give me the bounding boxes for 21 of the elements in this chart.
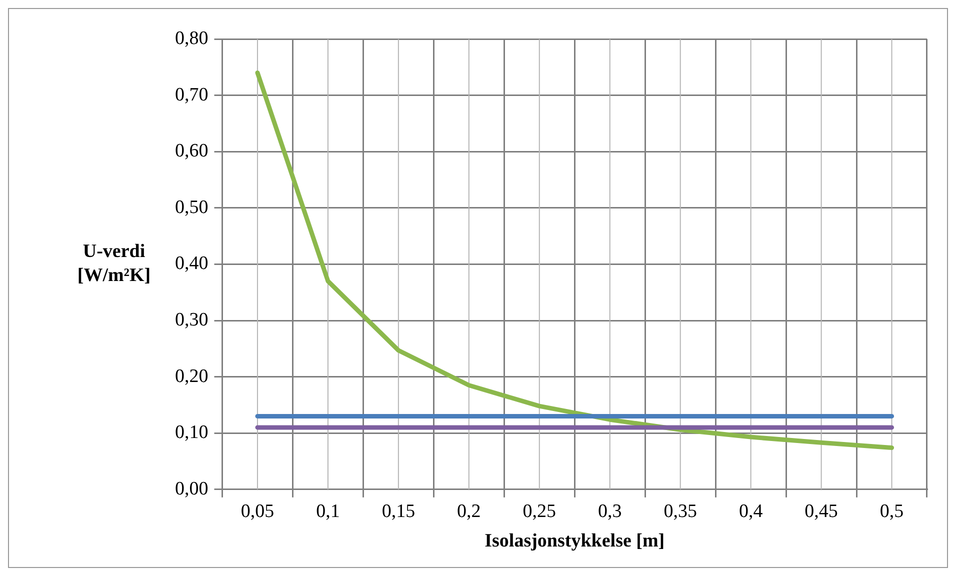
x-tick-label: 0,45 xyxy=(804,500,838,522)
y-tick-label: 0,30 xyxy=(175,309,208,330)
y-tick-label: 0,40 xyxy=(175,253,208,274)
x-tick-label: 0,05 xyxy=(240,500,274,522)
y-axis-title: U-verdi [W/m²K] xyxy=(77,241,151,286)
y-tick-label: 0,50 xyxy=(175,196,208,218)
x-tick-label: 0,35 xyxy=(664,500,697,522)
y-tick-label: 0,20 xyxy=(175,366,208,387)
x-tick-label: 0,15 xyxy=(382,500,416,522)
y-tick-label: 0,70 xyxy=(175,84,208,106)
y-tick-label: 0,60 xyxy=(175,140,208,162)
x-tick-label: 0,4 xyxy=(738,500,764,522)
x-tick-label: 0,1 xyxy=(316,500,340,522)
x-axis-title: Isolasjonstykkelse [m] xyxy=(484,530,665,552)
y-tick-label: 0,00 xyxy=(175,478,208,500)
y-tick-label: 0,10 xyxy=(175,422,208,444)
x-tick-label: 0,3 xyxy=(598,500,622,522)
x-tick-label: 0,25 xyxy=(522,500,556,522)
y-tick-label: 0,80 xyxy=(175,28,208,49)
x-tick-label: 0,5 xyxy=(880,500,904,522)
x-tick-label: 0,2 xyxy=(457,500,481,522)
